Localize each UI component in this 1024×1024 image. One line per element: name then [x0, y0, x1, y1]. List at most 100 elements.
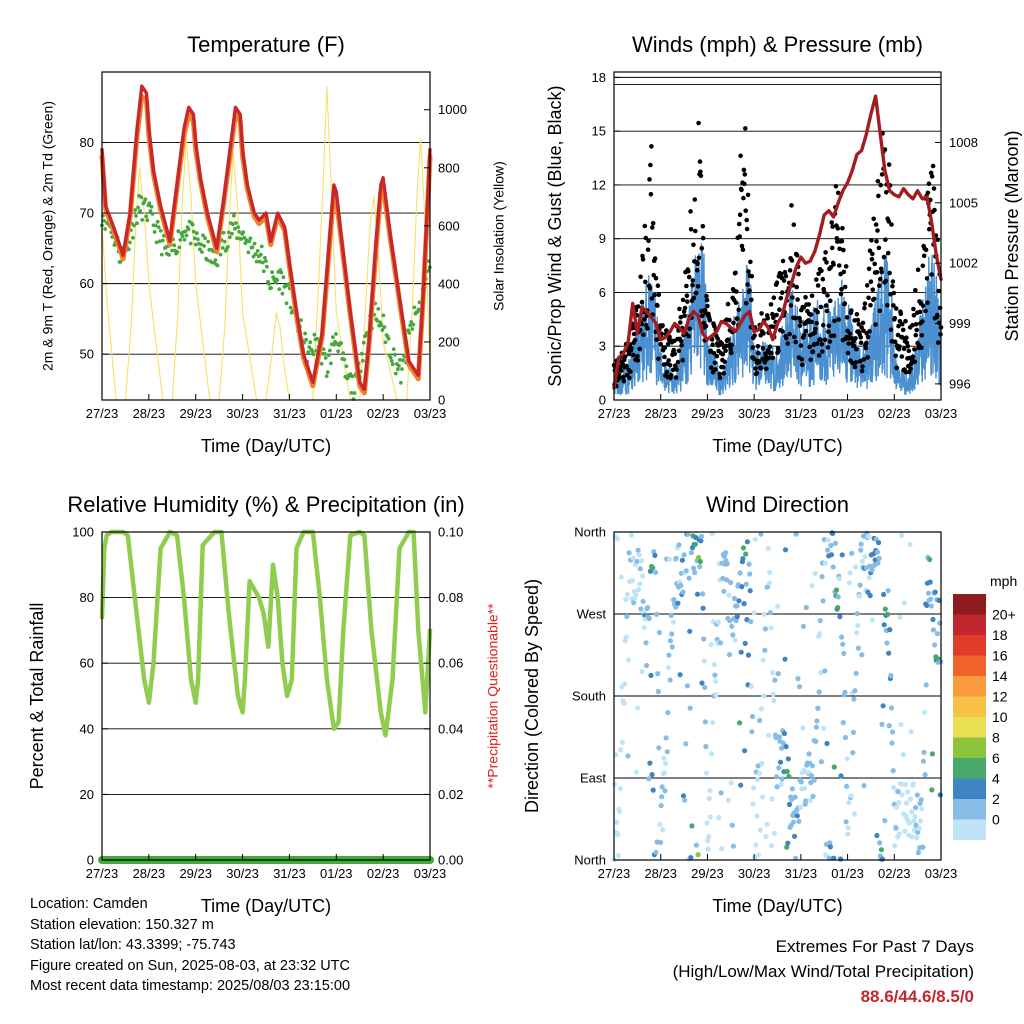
wind-direction-point	[822, 560, 828, 566]
wind-direction-point	[822, 668, 828, 674]
wind-gust-point	[678, 314, 684, 320]
wind-gust-point	[842, 301, 848, 306]
wind-gust-point	[719, 341, 725, 347]
wind-direction-point	[927, 556, 933, 563]
wind-direction-point	[905, 789, 911, 795]
wind-direction-point	[874, 549, 881, 555]
wind-direction-point	[915, 829, 921, 835]
direction-title: Wind Direction	[706, 492, 849, 517]
wind-direction-point	[764, 821, 770, 827]
dewpoint-point	[326, 353, 331, 357]
dewpoint-point	[221, 230, 226, 235]
temperature-frame	[101, 71, 431, 401]
temperature-y2-tick-label: 600	[438, 218, 460, 233]
wind-direction-point	[659, 794, 665, 800]
wind-direction-point	[758, 531, 764, 537]
dewpoint-point	[140, 218, 145, 222]
wind-direction-point	[929, 751, 936, 757]
wind-gust-point	[757, 359, 762, 365]
temperature-title: Temperature (F)	[187, 32, 345, 57]
dewpoint-point	[232, 213, 236, 218]
wind-gust-point	[925, 190, 931, 196]
wind-direction-point	[675, 600, 681, 606]
wind-direction-point	[846, 800, 852, 806]
direction-x-tick-label: 01/23	[831, 866, 864, 881]
dewpoint-point	[339, 341, 344, 345]
wind-gust-point	[664, 328, 669, 333]
wind-gust-point	[769, 350, 774, 356]
wind-direction-point	[886, 650, 892, 656]
wind-gust-point	[825, 293, 830, 298]
winds-y-tick-label: 6	[599, 285, 606, 300]
humidity-x-tick-label: 29/23	[179, 866, 212, 881]
colorbar-swatch	[953, 696, 986, 717]
humidity-y-tick-label: 0	[87, 853, 94, 868]
wind-gust-point	[741, 167, 747, 173]
wind-gust-point	[619, 368, 624, 373]
humidity-x-tick-label: 30/23	[226, 866, 259, 881]
wind-gust-point	[688, 227, 694, 232]
wind-gust-point	[871, 216, 876, 222]
dewpoint-point	[126, 247, 131, 252]
colorbar-title: mph	[990, 573, 1017, 589]
wind-gust-point	[905, 343, 911, 349]
humidity-plot-area	[98, 529, 434, 864]
wind-direction-point	[744, 539, 751, 545]
wind-gust-point	[738, 153, 743, 159]
wind-direction-point	[652, 569, 659, 576]
wind-gust-point	[908, 366, 913, 372]
dewpoint-point	[327, 348, 332, 353]
wind-direction-point	[729, 623, 735, 629]
humidity-y-axis-label: Percent & Total Rainfall	[27, 603, 47, 790]
wind-gust-point	[766, 355, 772, 361]
wind-direction-point	[700, 605, 706, 611]
dewpoint-point	[149, 204, 154, 209]
wind-direction-point	[708, 751, 715, 757]
wind-direction-point	[737, 720, 743, 726]
wind-gust-point	[779, 290, 785, 295]
wind-direction-point	[821, 536, 827, 543]
wind-direction-point	[774, 774, 780, 780]
wind-direction-point	[619, 739, 626, 746]
wind-gust-point	[831, 333, 837, 339]
wind-direction-point	[668, 612, 674, 619]
wind-direction-point	[885, 611, 891, 618]
relative-humidity-line	[99, 529, 433, 738]
wind-gust-point	[725, 301, 731, 307]
wind-direction-point	[756, 852, 762, 858]
wind-gust-point	[715, 336, 720, 341]
wind-gust-point	[929, 272, 934, 277]
direction-x-tick-label: 28/23	[644, 866, 677, 881]
colorbar-swatch	[953, 799, 986, 820]
wind-direction-point	[866, 575, 872, 581]
wind-gust-point	[698, 173, 704, 179]
wind-gust-point	[739, 243, 745, 249]
wind-gust-point	[889, 222, 894, 227]
winds-y-tick-label: 18	[592, 70, 606, 85]
wind-gust-point	[691, 295, 697, 301]
wind-direction-point	[718, 790, 724, 796]
wind-gust-point	[858, 340, 864, 346]
wind-direction-point	[785, 840, 791, 846]
dewpoint-point	[267, 282, 271, 286]
dewpoint-point	[180, 234, 185, 239]
wind-gust-point	[854, 312, 860, 317]
direction-x-tick-label: 29/23	[691, 866, 724, 881]
colorbar-label: 18	[992, 627, 1008, 643]
wind-gust-point	[830, 224, 835, 229]
wind-direction-point	[839, 552, 845, 558]
wind-direction-point	[902, 828, 908, 834]
wind-gust-point	[639, 299, 645, 305]
wind-direction-point	[778, 781, 784, 788]
humidity-y-tick-label: 80	[80, 590, 94, 605]
wind-direction-point	[774, 784, 780, 790]
wind-direction-point	[792, 794, 798, 800]
dewpoint-point	[275, 278, 280, 282]
wind-direction-point	[631, 600, 637, 606]
wind-gust-point	[686, 274, 692, 280]
wind-gust-point	[759, 311, 764, 316]
dewpoint-point	[150, 212, 155, 216]
wind-direction-point	[701, 658, 707, 664]
wind-direction-point	[916, 825, 922, 831]
